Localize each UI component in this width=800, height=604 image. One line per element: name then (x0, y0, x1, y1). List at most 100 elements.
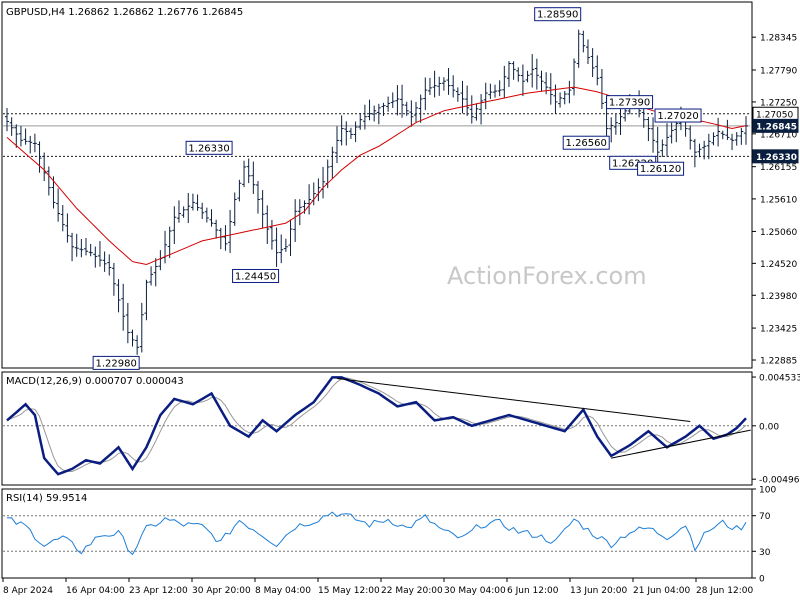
price-bar (46, 166, 51, 196)
price-bar (84, 237, 89, 256)
x-tick-label: 8 Apr 2024 (3, 586, 53, 596)
svg-text:1.27050: 1.27050 (756, 110, 793, 120)
price-bar (558, 92, 563, 108)
price-bar (223, 225, 228, 251)
x-tick-label: 22 May 20:00 (381, 586, 443, 596)
price-bar (153, 258, 158, 287)
price-bar (720, 130, 725, 140)
price-bar (283, 238, 288, 252)
price-bar (595, 55, 600, 86)
price-bar (474, 103, 479, 121)
price-levels (3, 113, 750, 157)
price-bar (79, 238, 84, 258)
price-bar (246, 158, 251, 184)
svg-text:1.26120: 1.26120 (640, 164, 681, 175)
macd-y-tick-label: -0.00496 (759, 476, 800, 486)
macd-trendline (611, 429, 751, 459)
svg-text:1.22980: 1.22980 (95, 358, 136, 369)
svg-text:1.27390: 1.27390 (609, 98, 650, 109)
rsi-panel-frame (1, 488, 753, 579)
price-bar (237, 179, 242, 202)
rsi-y-tick-label: 100 (759, 486, 776, 496)
price-bar (260, 190, 265, 229)
price-bar (697, 143, 702, 158)
price-bar (209, 209, 214, 227)
price-y-tick-label: 1.23425 (760, 325, 797, 335)
price-bar (149, 266, 154, 286)
price-bar (251, 161, 256, 194)
x-tick-label: 13 Jun 20:00 (570, 586, 627, 596)
price-bar (711, 132, 716, 146)
price-bar (111, 262, 116, 296)
price-bar (116, 279, 121, 313)
price-bar (293, 199, 298, 242)
price-bar (716, 117, 721, 147)
macd-trendlines (336, 377, 751, 459)
price-annotation: 1.24450 (232, 268, 280, 283)
price-bar (144, 279, 149, 321)
price-bar (130, 329, 135, 347)
macd-header: MACD(12,26,9) 0.000707 0.000043 (6, 376, 184, 387)
price-bar (465, 85, 470, 116)
x-tick-label: 28 Jun 12:00 (696, 586, 753, 596)
price-bar (362, 104, 367, 130)
price-bar (97, 241, 102, 267)
price-bar (520, 64, 525, 97)
price-bar (176, 200, 181, 223)
price-bar (56, 188, 61, 222)
rsi-y-tick-label: 30 (759, 548, 771, 558)
price-bar (381, 102, 386, 116)
price-bar (23, 128, 28, 145)
watermark: ActionForex.com (447, 262, 647, 290)
price-bar (534, 58, 539, 90)
price-bar (288, 219, 293, 256)
price-bar (548, 73, 553, 105)
price-bar (739, 127, 744, 145)
price-bar (409, 100, 414, 127)
price-bar (390, 92, 395, 108)
price-bar (511, 61, 516, 80)
rsi-panel: 100 70 30 0 RSI(14) 59.9514 (1, 486, 776, 585)
macd-trendline (336, 377, 691, 423)
price-bar (646, 116, 651, 142)
macd-y-tick-label: 0.00 (759, 422, 779, 432)
price-bar (437, 76, 442, 96)
price-bar (353, 121, 358, 143)
rsi-y-tick-label: 70 (759, 512, 771, 522)
price-bar (279, 234, 284, 264)
price-y-tick-label: 1.26710 (760, 130, 797, 140)
price-bar (330, 146, 335, 179)
price-bar (488, 83, 493, 100)
price-bar (102, 251, 107, 272)
price-bar (455, 87, 460, 102)
price-bar (386, 96, 391, 112)
price-bar (609, 117, 614, 143)
price-bar (655, 126, 660, 165)
price-bar (74, 233, 79, 257)
price-bar (14, 124, 19, 148)
price-bar (502, 65, 507, 99)
x-tick-label: 8 May 04:00 (255, 586, 311, 596)
price-bar (618, 104, 623, 135)
price-bar (18, 126, 23, 147)
price-bar (525, 70, 530, 83)
price-annotation: 1.27020 (654, 108, 702, 123)
price-annotations: 1.28590 1.27390 1.27020 1.26560 1.262201.261… (92, 7, 702, 370)
macd-panel: 0.004533 0.00 -0.00496 MACD(12,26,9) 0.000… (1, 371, 800, 486)
x-tick-label: 30 May 04:00 (444, 586, 506, 596)
price-annotation: 1.28590 (534, 7, 582, 22)
x-tick-label: 15 May 12:00 (318, 586, 380, 596)
macd-line (6, 376, 747, 476)
price-bar (200, 202, 205, 220)
price-bar (307, 184, 312, 215)
price-bar (265, 205, 270, 244)
svg-text:1.26845: 1.26845 (756, 122, 797, 132)
price-bar (232, 192, 237, 226)
x-axis: 8 Apr 2024 16 Apr 04:00 23 Apr 12:00 30 Apr… (2, 578, 753, 596)
macd-y-axis: 0.004533 0.00 -0.00496 (3, 374, 800, 486)
price-bar (581, 30, 586, 53)
price-bar (88, 243, 93, 257)
price-y-tick-label: 1.27790 (760, 66, 797, 76)
